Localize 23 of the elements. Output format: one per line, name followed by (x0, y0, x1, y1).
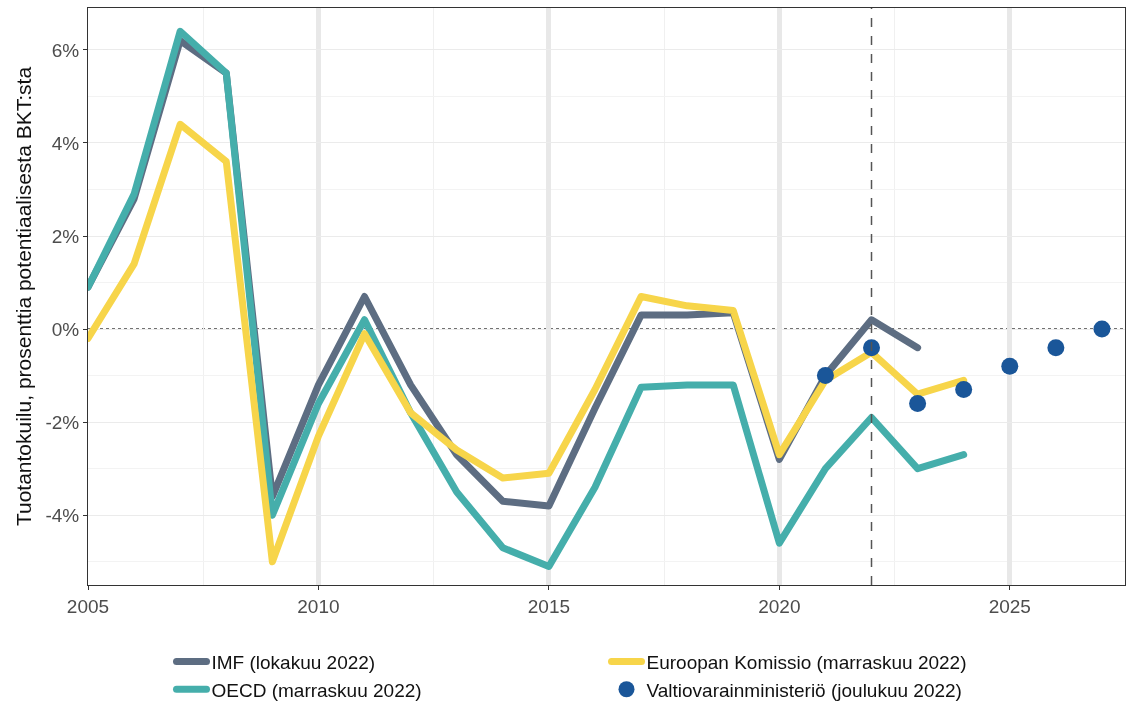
point (1093, 320, 1111, 338)
legend-label: Euroopan Komissio (marraskuu 2022) (646, 651, 967, 673)
point (863, 339, 881, 357)
y-tick-label: -2% (45, 411, 80, 433)
point (1047, 339, 1065, 357)
point (909, 395, 927, 413)
y-axis-title: Tuotantokuilu, prosenttia potentiaalisesta BKT:sta (11, 66, 35, 527)
point (955, 381, 973, 399)
y-tick-label: 2% (51, 225, 80, 247)
y-tick-label: 6% (51, 39, 80, 61)
x-tick-label: 2010 (297, 595, 340, 617)
x-tick-label: 2005 (66, 595, 110, 617)
point (1001, 357, 1019, 375)
legend-label: IMF (lokakuu 2022) (211, 651, 376, 673)
y-tick-label: -4% (45, 504, 80, 526)
point (816, 367, 834, 385)
y-tick-label: 4% (51, 132, 80, 154)
legend-label: OECD (marraskuu 2022) (211, 679, 422, 701)
x-tick-label: 2015 (527, 595, 571, 617)
legend-label: Valtiovarainministeriö (joulukuu 2022) (646, 679, 962, 701)
x-tick-label: 2020 (758, 595, 801, 617)
x-tick-label: 2025 (988, 595, 1031, 617)
y-tick-label: 0% (51, 318, 80, 340)
